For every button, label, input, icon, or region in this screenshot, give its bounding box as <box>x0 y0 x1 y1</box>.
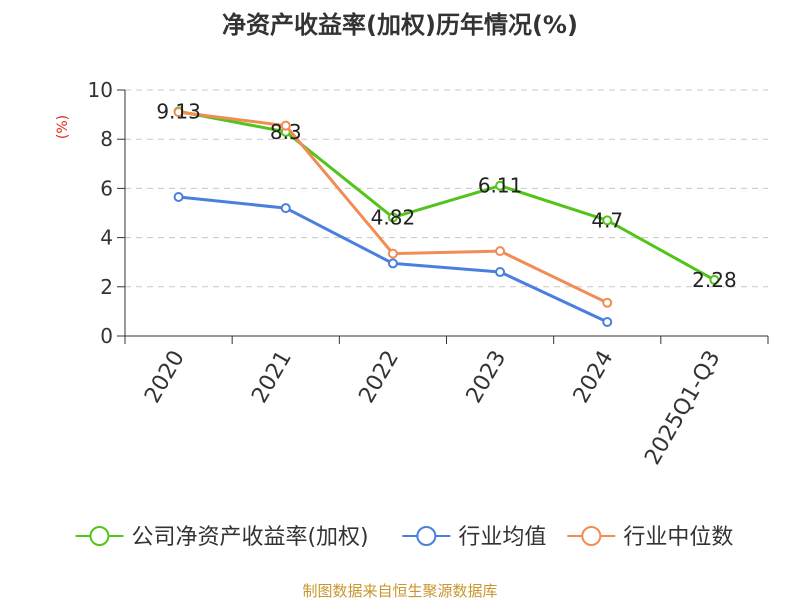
legend: 公司净资产收益率(加权) 行业均值 行业中位数 <box>75 525 733 550</box>
x-tick-label: 2023 <box>462 347 512 408</box>
y-tick-label: 10 <box>88 78 113 102</box>
data-label: 9.13 <box>156 99 201 123</box>
y-tick-label: 4 <box>100 226 113 250</box>
legend-circle-icon <box>581 526 602 546</box>
data-point[interactable] <box>280 203 291 214</box>
series-lines <box>173 106 720 327</box>
y-tick-label: 2 <box>100 275 113 299</box>
data-source-note: 制图数据来自恒生聚源数据库 <box>302 582 497 600</box>
data-point[interactable] <box>387 212 398 223</box>
data-label: 2.28 <box>692 268 737 292</box>
x-tick-label: 2022 <box>354 347 404 408</box>
data-point[interactable] <box>280 120 291 131</box>
legend-circle-icon <box>416 526 437 546</box>
y-axis-unit-label: (%) <box>55 115 71 139</box>
data-point[interactable] <box>602 215 613 226</box>
x-tick-label: 2020 <box>140 347 190 408</box>
series-line <box>177 109 716 282</box>
axes: 0 2 4 6 8 10 2020 2021 2022 2023 2024 2025Q1-Q3 <box>88 78 769 470</box>
data-label: 4.82 <box>371 205 416 229</box>
chart-title: 净资产收益率(加权)历年情况(%) <box>222 11 578 39</box>
legend-label[interactable]: 行业中位数 <box>623 525 733 550</box>
data-label: 8.3 <box>270 120 302 144</box>
x-tick-label: 2025Q1-Q3 <box>640 347 725 470</box>
legend-label[interactable]: 公司净资产收益率(加权) <box>131 525 368 550</box>
data-labels: 9.13 8.3 4.82 6.11 4.7 2.28 <box>156 99 736 292</box>
data-point[interactable] <box>387 258 398 269</box>
x-tick-label: 2021 <box>247 347 297 408</box>
legend-label[interactable]: 行业均值 <box>458 525 546 550</box>
data-point[interactable] <box>495 267 506 278</box>
data-point[interactable] <box>173 107 184 118</box>
y-tick-label: 6 <box>100 176 113 200</box>
data-point[interactable] <box>602 316 613 327</box>
data-point[interactable] <box>709 274 720 285</box>
legend-circle-icon <box>89 526 110 546</box>
data-label: 4.7 <box>591 208 623 232</box>
data-label: 6.11 <box>478 174 523 198</box>
grid-lines <box>125 89 768 288</box>
y-tick-label: 0 <box>100 324 113 348</box>
data-point[interactable] <box>173 192 184 203</box>
data-point[interactable] <box>495 180 506 191</box>
data-point[interactable] <box>495 246 506 257</box>
data-point[interactable] <box>602 297 613 308</box>
y-tick-label: 8 <box>100 127 113 151</box>
data-point[interactable] <box>387 248 398 259</box>
x-tick-label: 2024 <box>569 347 619 408</box>
